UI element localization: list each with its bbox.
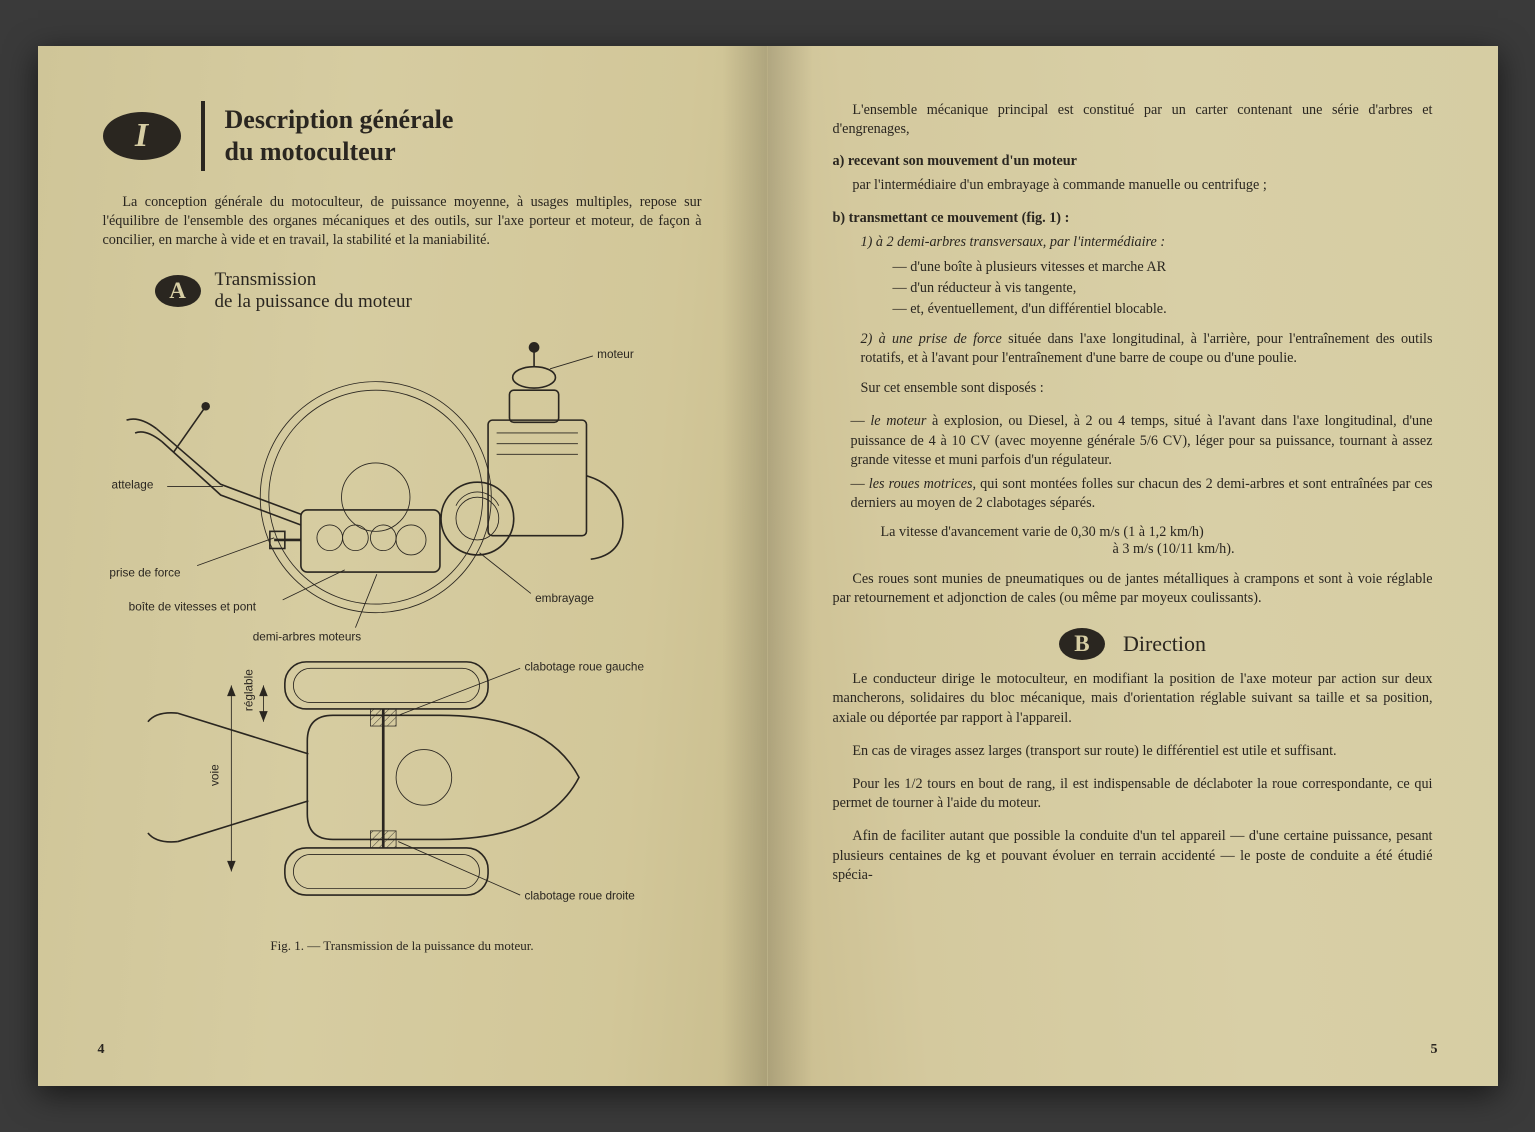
- dir-p3: Pour les 1/2 tours en bout de rang, il e…: [833, 775, 1433, 813]
- section-b-letter: B: [1074, 631, 1089, 657]
- b1-item-2: — et, éventuellement, d'un différentiel …: [893, 300, 1433, 319]
- intro-paragraph: La conception générale du motoculteur, d…: [103, 193, 702, 251]
- page-number-left: 4: [98, 1042, 105, 1058]
- lbl-voie: voie: [208, 764, 221, 786]
- speed-line1: La vitesse d'avancement varie de 0,30 m/…: [881, 524, 1433, 541]
- b2: 2) à une prise de force située dans l'ax…: [861, 330, 1433, 369]
- dir-p4: Afin de faciliter autant que possible la…: [833, 827, 1433, 885]
- section-a-title-line2: de la puissance du moteur: [215, 291, 412, 314]
- section-b-heading: B Direction: [833, 628, 1433, 660]
- figure-1: moteur attelage prise de force boîte de …: [103, 326, 702, 930]
- speed-line2: à 3 m/s (10/11 km/h).: [1113, 541, 1433, 558]
- dir-p1: Le conducteur dirige le motoculteur, en …: [833, 670, 1433, 728]
- section-a-heading: A Transmission de la puissance du moteur: [155, 269, 702, 315]
- section-b-letter-bullet: B: [1059, 628, 1105, 660]
- section-a-letter-bullet: A: [155, 275, 201, 307]
- dash-1: — les roues motrices, qui sont montées f…: [851, 475, 1433, 514]
- chapter-heading: I Description générale du motoculteur: [103, 101, 702, 171]
- chapter-title-line2: du motoculteur: [225, 136, 454, 169]
- page-number-right: 5: [1431, 1042, 1438, 1058]
- heading-divider: [201, 101, 205, 171]
- b1-lead: 1) à 2 demi-arbres transversaux, par l'i…: [861, 233, 1433, 253]
- page-left: I Description générale du motoculteur La…: [38, 46, 768, 1086]
- lbl-demi-arbres: demi-arbres moteurs: [252, 631, 361, 644]
- figure-1-svg: moteur attelage prise de force boîte de …: [103, 326, 702, 925]
- chapter-numeral: I: [135, 117, 148, 155]
- dir-p2: En cas de virages assez larges (transpor…: [833, 742, 1433, 761]
- book-spread: I Description générale du motoculteur La…: [38, 46, 1498, 1086]
- figure-1-caption: Fig. 1. — Transmission de la puissance d…: [103, 938, 702, 954]
- lbl-prise-force: prise de force: [109, 566, 181, 579]
- section-a-title-line1: Transmission: [215, 269, 412, 292]
- b1-item-1: — d'un réducteur à vis tangente,: [893, 279, 1433, 298]
- lbl-boite: boîte de vitesses et pont: [128, 601, 256, 614]
- sub-a-head: a) recevant son mouvement d'un moteur: [833, 153, 1433, 170]
- right-intro: L'ensemble mécanique principal est const…: [833, 101, 1433, 139]
- lbl-attelage: attelage: [111, 479, 153, 492]
- sub-b-head: b) transmettant ce mouvement (fig. 1) :: [833, 210, 1433, 227]
- lbl-moteur: moteur: [597, 348, 634, 361]
- page-right: L'ensemble mécanique principal est const…: [768, 46, 1498, 1086]
- chapter-title: Description générale du motoculteur: [225, 104, 454, 169]
- section-b-title: Direction: [1123, 631, 1206, 657]
- chapter-title-line1: Description générale: [225, 104, 454, 137]
- lbl-embrayage: embrayage: [535, 592, 594, 605]
- dash-0: — le moteur à explosion, ou Diesel, à 2 …: [851, 412, 1433, 471]
- lbl-reglable: réglable: [242, 669, 255, 711]
- section-a-letter: A: [169, 278, 186, 304]
- dash-0-txt: à explosion, ou Diesel, à 2 ou 4 temps, …: [851, 413, 1433, 468]
- lbl-clabotage-droite: clabotage roue droite: [524, 889, 635, 902]
- b1-item-0: — d'une boîte à plusieurs vitesses et ma…: [893, 258, 1433, 277]
- spine-shadow-left: [722, 46, 767, 1086]
- spine-shadow-right: [768, 46, 813, 1086]
- chapter-numeral-bullet: I: [103, 112, 181, 160]
- tyres-para: Ces roues sont munies de pneumatiques ou…: [833, 570, 1433, 608]
- dispose: Sur cet ensemble sont disposés :: [861, 379, 1433, 398]
- section-a-title: Transmission de la puissance du moteur: [215, 269, 412, 315]
- sub-a-body: par l'intermédiaire d'un embrayage à com…: [833, 176, 1433, 195]
- lbl-clabotage-gauche: clabotage roue gauche: [524, 661, 644, 674]
